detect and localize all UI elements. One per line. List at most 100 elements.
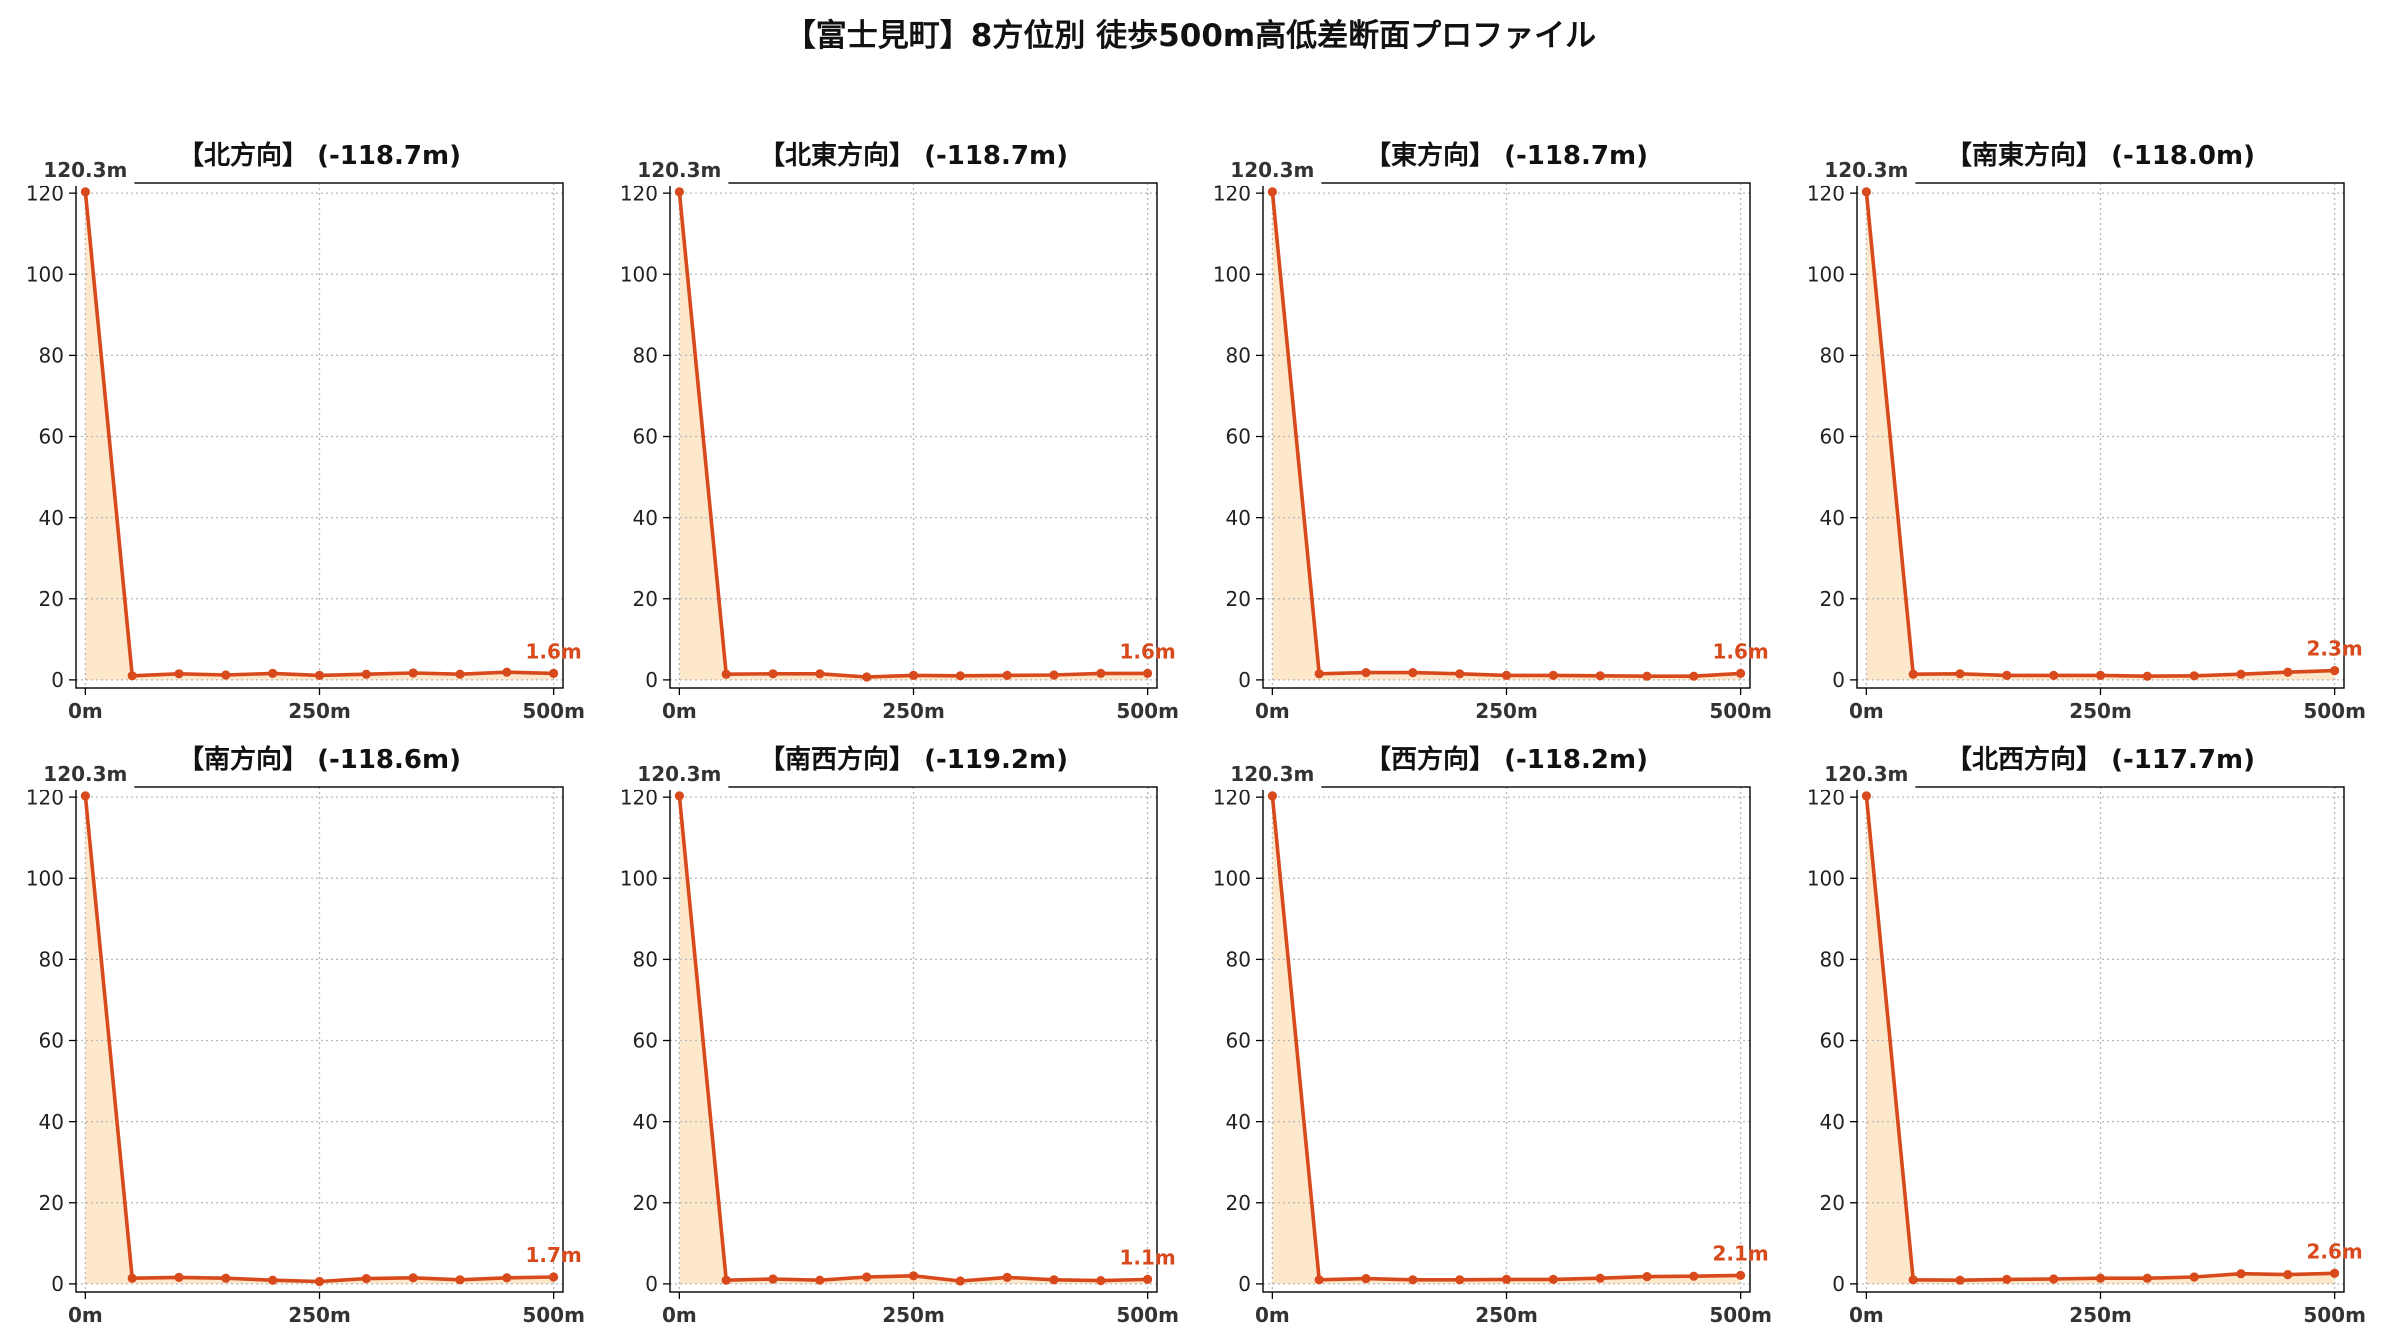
data-point — [1143, 1274, 1153, 1284]
data-point — [2142, 1273, 2152, 1283]
y-tick-label: 80 — [1820, 344, 1845, 368]
data-point — [2283, 1270, 2293, 1280]
end-label: 2.3m — [2306, 637, 2362, 661]
grid — [670, 787, 1157, 1292]
end-label: 1.7m — [525, 1243, 581, 1267]
data-point — [174, 1272, 184, 1282]
end-label: 1.6m — [525, 639, 581, 663]
data-point — [1548, 670, 1558, 681]
y-tick-label: 20 — [1226, 587, 1251, 611]
data-point — [2095, 1273, 2106, 1283]
data-point — [502, 667, 512, 677]
y-tick-label: 0 — [645, 668, 658, 692]
data-point — [314, 1276, 325, 1287]
x-tick-label: 500m — [1709, 1303, 1772, 1327]
end-label: 1.1m — [1119, 1245, 1175, 1269]
y-tick-label: 100 — [620, 866, 658, 890]
x-tick-label: 500m — [2303, 699, 2366, 723]
grid — [76, 183, 563, 688]
x-tick-label: 0m — [1849, 1303, 1884, 1327]
data-point — [127, 1273, 137, 1283]
y-tick-label: 60 — [39, 425, 64, 449]
data-point — [768, 669, 778, 679]
end-label: 2.1m — [1712, 1241, 1768, 1265]
x-tick-label: 0m — [1255, 699, 1290, 723]
panel-title: 【南西方向】 (-119.2m) — [759, 744, 1068, 775]
data-point — [1314, 1275, 1324, 1285]
panel-title: 【北西方向】 (-117.7m) — [1946, 744, 2255, 775]
y-tick-label: 80 — [1226, 344, 1251, 368]
data-point — [1501, 670, 1512, 681]
y-tick-label: 40 — [633, 506, 658, 530]
y-tick-label: 20 — [1226, 1191, 1251, 1215]
x-tick-label: 500m — [522, 1303, 585, 1327]
data-point — [1143, 668, 1153, 679]
start-label: 120.3m — [1230, 762, 1314, 786]
data-point — [2283, 667, 2293, 677]
data-point — [721, 669, 731, 679]
y-tick-label: 0 — [1832, 1272, 1845, 1296]
start-label: 120.3m — [43, 158, 127, 182]
y-tick-label: 60 — [633, 1029, 658, 1053]
data-point — [221, 1273, 231, 1283]
y-tick-label: 80 — [1820, 948, 1845, 972]
data-point — [862, 672, 872, 682]
start-label-box — [630, 156, 729, 186]
data-point — [2236, 1269, 2246, 1279]
x-tick-label: 500m — [1709, 699, 1772, 723]
start-label-box — [36, 156, 135, 186]
y-tick-label: 80 — [39, 948, 64, 972]
data-point — [2189, 1272, 2199, 1282]
y-tick-label: 80 — [633, 948, 658, 972]
grid — [1857, 183, 2344, 688]
y-tick-label: 60 — [1820, 425, 1845, 449]
start-label: 120.3m — [1230, 158, 1314, 182]
y-tick-label: 60 — [633, 425, 658, 449]
data-point — [768, 1274, 778, 1284]
y-tick-label: 100 — [1807, 866, 1845, 890]
data-point — [2330, 1268, 2340, 1278]
data-point — [1595, 1273, 1605, 1283]
y-tick-label: 80 — [39, 344, 64, 368]
data-point — [1861, 187, 1871, 197]
y-tick-label: 60 — [1820, 1029, 1845, 1053]
start-label: 120.3m — [43, 762, 127, 786]
start-label: 120.3m — [1824, 762, 1908, 786]
data-point — [1455, 1275, 1465, 1285]
data-point — [2189, 671, 2199, 681]
data-point — [1267, 791, 1277, 801]
data-point — [1408, 1275, 1418, 1285]
start-label: 120.3m — [1824, 158, 1908, 182]
data-point — [2142, 671, 2152, 681]
y-tick-label: 60 — [39, 1029, 64, 1053]
start-label-box — [1817, 156, 1916, 186]
start-label-box — [630, 760, 729, 790]
y-tick-label: 0 — [645, 1272, 658, 1296]
start-label-box — [36, 760, 135, 790]
data-point — [268, 1275, 278, 1285]
panel-title: 【北方向】 (-118.7m) — [178, 140, 461, 171]
data-point — [2002, 1274, 2012, 1284]
y-tick-label: 0 — [1238, 668, 1251, 692]
x-tick-label: 250m — [2069, 1303, 2132, 1327]
data-point — [1861, 791, 1871, 801]
panel-title: 【西方向】 (-118.2m) — [1365, 744, 1648, 775]
start-label-box — [1223, 156, 1322, 186]
data-point — [80, 791, 90, 801]
x-tick-label: 0m — [68, 1303, 103, 1327]
y-tick-label: 80 — [633, 344, 658, 368]
data-point — [2002, 670, 2012, 681]
x-tick-label: 250m — [1475, 699, 1538, 723]
data-point — [1955, 1275, 1965, 1285]
data-point — [1595, 671, 1605, 681]
y-tick-label: 60 — [1226, 1029, 1251, 1053]
data-point — [221, 670, 231, 680]
data-point — [815, 1275, 825, 1285]
x-tick-label: 250m — [288, 699, 351, 723]
end-label: 1.6m — [1712, 639, 1768, 663]
y-tick-label: 40 — [1226, 1110, 1251, 1134]
data-point — [1908, 1275, 1918, 1285]
